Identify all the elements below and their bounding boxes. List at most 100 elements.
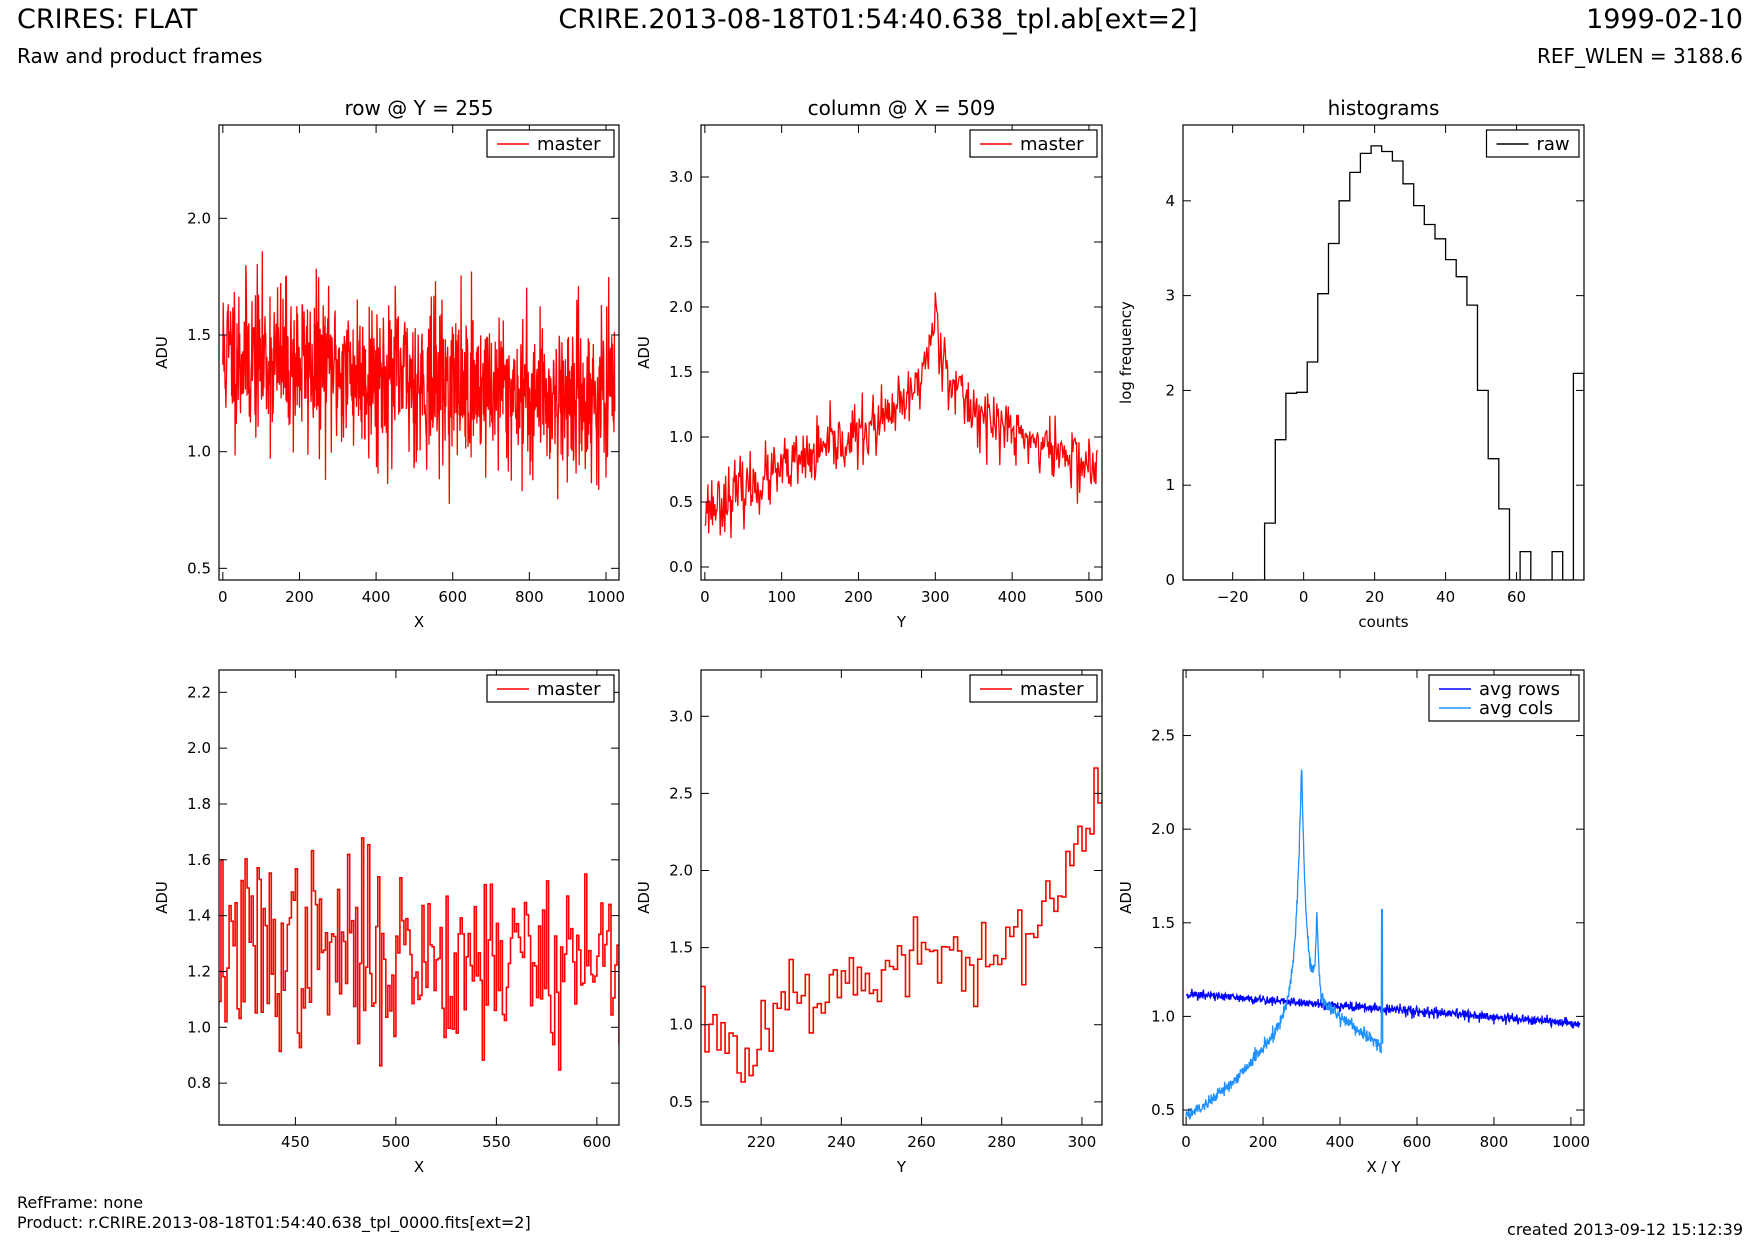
histogram-plot-data	[1183, 145, 1584, 580]
y-tick-label: 1.2	[187, 962, 211, 980]
x-tick-label: 500	[1075, 588, 1104, 606]
plot-title: row @ Y = 255	[345, 96, 494, 120]
y-tick-label: 1.8	[187, 795, 211, 813]
y-tick-label: 1.4	[187, 907, 211, 925]
y-tick-label: 2.0	[187, 209, 211, 227]
x-tick-label: 200	[1249, 1133, 1278, 1151]
x-axis-label: counts	[1358, 613, 1408, 631]
product-note: Product: r.CRIRE.2013-08-18T01:54:40.638…	[17, 1213, 531, 1232]
row-plot: 0 200 400 600 800 1000 0.5 1.0 1.5 2.0 row @ Y = 2…	[153, 96, 625, 631]
x-tick-label: 600	[1403, 1133, 1432, 1151]
legend-entry: master	[537, 679, 601, 700]
row-plot-data	[222, 251, 616, 504]
legend: master	[486, 674, 615, 703]
legend-entry: master	[1020, 679, 1084, 700]
column-zoom-plot-data	[701, 767, 1102, 1083]
y-tick-label: 2.5	[669, 784, 693, 802]
x-tick-label: 300	[1068, 1133, 1097, 1151]
column-zoom-plot: 220 240 260 280 300 0.5 1.0 1.5 2.0 2.5 3.0 Y ADU mas…	[635, 669, 1103, 1176]
y-tick-label: 1.5	[669, 363, 693, 381]
x-tick-label: 0	[1181, 1133, 1191, 1151]
y-tick-label: 1.5	[1151, 914, 1175, 932]
legend-entry: master	[1020, 134, 1084, 155]
row-zoom-plot-data	[219, 837, 619, 1071]
legend: master	[969, 129, 1098, 158]
row-plot-frame	[218, 124, 620, 581]
x-axis-label: Y	[896, 613, 907, 631]
x-tick-label: 0	[218, 588, 228, 606]
x-tick-label: 20	[1365, 588, 1384, 606]
y-axis-label: ADU	[635, 881, 653, 914]
y-axis-label: ADU	[153, 336, 171, 369]
y-tick-label: 1.5	[187, 326, 211, 344]
report-subtitle: Raw and product frames	[17, 44, 263, 68]
series-master	[701, 767, 1102, 1083]
y-tick-label: 3.0	[669, 707, 693, 725]
average-plot: 0 200 400 600 800 1000 0.5 1.0 1.5 2.0 2.5 X / Y ADU…	[1117, 669, 1590, 1176]
y-tick-label: 0.5	[1151, 1101, 1175, 1119]
refframe-note: RefFrame: none	[17, 1193, 144, 1212]
y-tick-label: 3	[1165, 287, 1175, 305]
x-axis-label: X	[414, 613, 424, 631]
y-tick-label: 1.0	[669, 1016, 693, 1034]
x-tick-label: 500	[382, 1133, 411, 1151]
y-tick-label: 3.0	[669, 168, 693, 186]
x-tick-label: 60	[1507, 588, 1526, 606]
x-tick-label: 450	[281, 1133, 310, 1151]
x-tick-label: 0	[1299, 588, 1309, 606]
y-axis-label: ADU	[153, 881, 171, 914]
x-tick-label: 550	[482, 1133, 511, 1151]
column-plot-data	[704, 292, 1099, 539]
histogram-plot-frame	[1182, 124, 1585, 581]
y-tick-label: 2.5	[669, 233, 693, 251]
y-tick-label: 0.5	[669, 1093, 693, 1111]
y-axis-label: ADU	[635, 336, 653, 369]
row-zoom-plot-frame	[218, 669, 620, 1126]
plot-title: column @ X = 509	[808, 96, 996, 120]
y-tick-label: 1.5	[669, 939, 693, 957]
x-tick-label: 600	[438, 588, 467, 606]
y-tick-label: 0	[1165, 571, 1175, 589]
series-master	[704, 292, 1099, 539]
y-tick-label: 1.0	[669, 428, 693, 446]
row-zoom-plot: 450 500 550 600 0.8 1.0 1.2 1.4 1.6 1.8 2.0 2.2 X ADU…	[153, 669, 620, 1176]
x-tick-label: 280	[987, 1133, 1016, 1151]
series-master	[219, 837, 619, 1071]
y-tick-label: 1	[1165, 476, 1175, 494]
x-tick-label: 40	[1436, 588, 1455, 606]
x-tick-label: 220	[747, 1133, 776, 1151]
average-plot-data	[1185, 768, 1581, 1121]
y-axis-label: ADU	[1117, 881, 1135, 914]
legend: master	[969, 674, 1098, 703]
frame-name: CRIRE.2013-08-18T01:54:40.638_tpl.ab[ext…	[558, 4, 1198, 35]
legend: master	[486, 129, 615, 158]
x-tick-label: 600	[583, 1133, 612, 1151]
x-tick-label: 240	[827, 1133, 856, 1151]
x-tick-label: 300	[921, 588, 950, 606]
histogram-plot: −20 0 20 40 60 0 1 2 3 4 histograms counts log frequ…	[1117, 96, 1585, 631]
x-tick-label: 800	[515, 588, 544, 606]
series-master	[222, 251, 616, 504]
average-plot-frame	[1182, 669, 1585, 1126]
y-tick-label: 1.6	[187, 851, 211, 869]
report-title: CRIRES: FLAT	[17, 4, 198, 35]
x-tick-label: 200	[285, 588, 314, 606]
x-tick-label: 0	[700, 588, 710, 606]
x-tick-label: 800	[1480, 1133, 1509, 1151]
x-tick-label: −20	[1217, 588, 1249, 606]
x-tick-label: 400	[1326, 1133, 1355, 1151]
x-tick-label: 400	[998, 588, 1027, 606]
x-tick-label: 260	[907, 1133, 936, 1151]
x-axis-label: X	[414, 1158, 424, 1176]
y-tick-label: 1.0	[187, 443, 211, 461]
legend-entry: avg cols	[1479, 698, 1553, 719]
y-tick-label: 2.0	[187, 739, 211, 757]
x-tick-label: 400	[362, 588, 391, 606]
x-tick-label: 1000	[587, 588, 625, 606]
x-axis-label: X / Y	[1366, 1158, 1401, 1176]
series-avg-cols	[1185, 768, 1384, 1121]
x-tick-label: 1000	[1552, 1133, 1590, 1151]
y-tick-label: 0.5	[187, 559, 211, 577]
